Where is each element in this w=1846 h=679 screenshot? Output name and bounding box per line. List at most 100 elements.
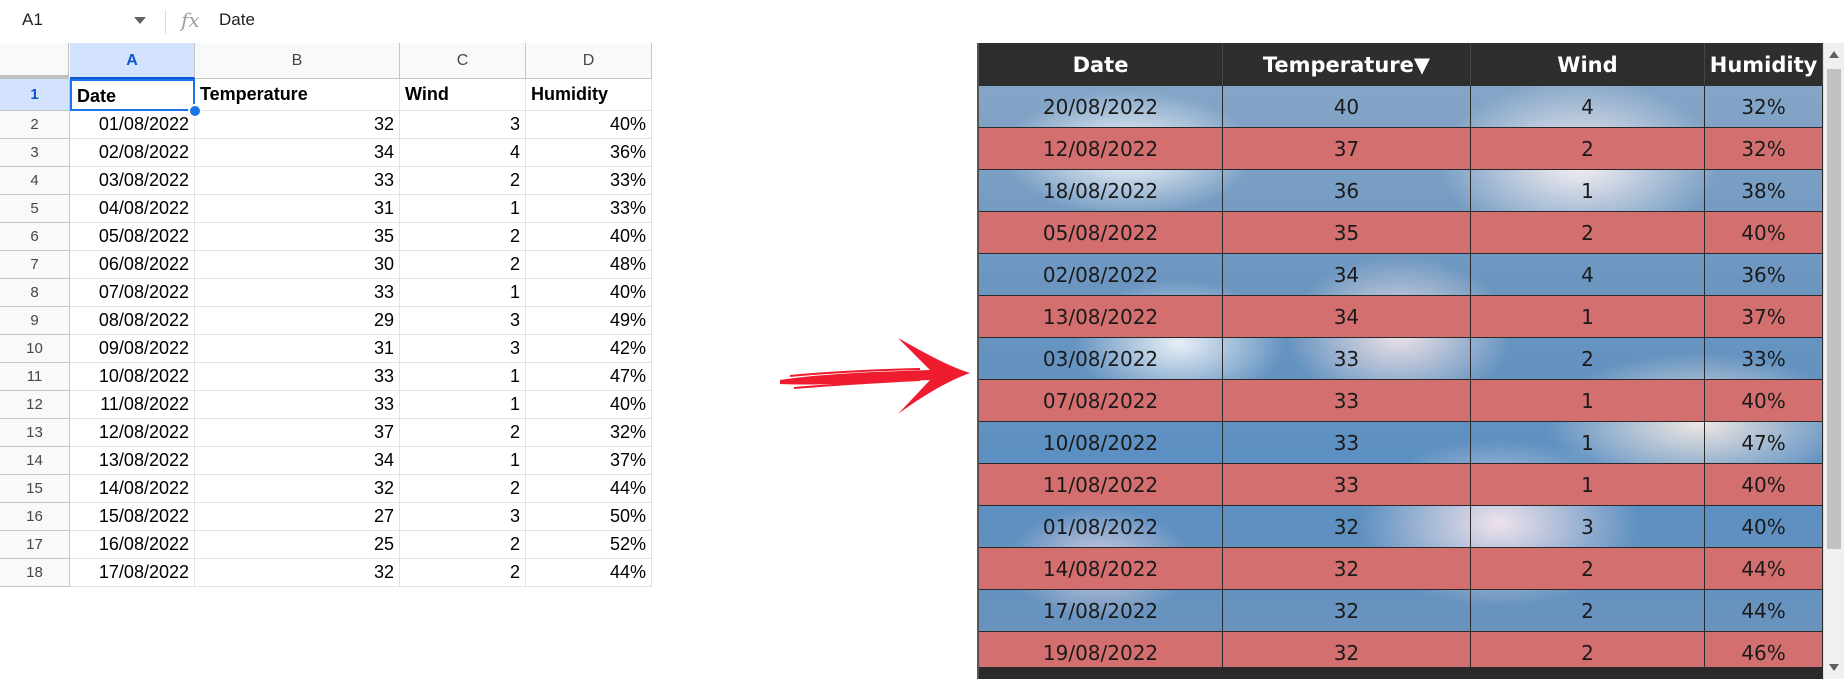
- table-cell[interactable]: 32: [195, 559, 400, 587]
- column-header-b[interactable]: B: [195, 43, 400, 79]
- row-header[interactable]: 2: [0, 111, 70, 139]
- table-cell[interactable]: 34: [195, 139, 400, 167]
- table-cell[interactable]: 02/08/2022: [70, 139, 195, 167]
- row-header[interactable]: 16: [0, 503, 70, 531]
- table-cell[interactable]: 1: [400, 195, 526, 223]
- table-cell[interactable]: 3: [400, 307, 526, 335]
- table-cell[interactable]: 33: [195, 391, 400, 419]
- table-cell[interactable]: 32: [195, 111, 400, 139]
- table-cell[interactable]: 14/08/2022: [70, 475, 195, 503]
- table-cell[interactable]: 1: [400, 363, 526, 391]
- table-cell[interactable]: 49%: [526, 307, 652, 335]
- scroll-up-icon[interactable]: [1829, 51, 1839, 58]
- table-cell[interactable]: 12/08/2022: [70, 419, 195, 447]
- table-cell[interactable]: 33%: [526, 195, 652, 223]
- table-cell[interactable]: 2: [400, 251, 526, 279]
- table-cell[interactable]: 44%: [526, 559, 652, 587]
- table-cell[interactable]: 34: [195, 447, 400, 475]
- row-header[interactable]: 18: [0, 559, 70, 587]
- table-cell[interactable]: 40%: [526, 111, 652, 139]
- fill-handle[interactable]: [188, 104, 202, 118]
- column-header-a[interactable]: A: [70, 43, 195, 79]
- header-cell[interactable]: Wind: [400, 79, 526, 111]
- header-cell[interactable]: Humidity: [526, 79, 652, 111]
- table-cell[interactable]: 17/08/2022: [70, 559, 195, 587]
- table-cell[interactable]: 15/08/2022: [70, 503, 195, 531]
- table-cell[interactable]: 36%: [526, 139, 652, 167]
- table-cell[interactable]: 1: [400, 279, 526, 307]
- table-cell[interactable]: 40%: [526, 279, 652, 307]
- scroll-down-icon[interactable]: [1829, 664, 1839, 671]
- table-cell[interactable]: 09/08/2022: [70, 335, 195, 363]
- table-cell[interactable]: 27: [195, 503, 400, 531]
- table-cell[interactable]: 2: [400, 167, 526, 195]
- row-header[interactable]: 13: [0, 419, 70, 447]
- table-cell[interactable]: 10/08/2022: [70, 363, 195, 391]
- table-cell[interactable]: 06/08/2022: [70, 251, 195, 279]
- table-cell[interactable]: 01/08/2022: [70, 111, 195, 139]
- table-cell[interactable]: 08/08/2022: [70, 307, 195, 335]
- row-header[interactable]: 9: [0, 307, 70, 335]
- table-cell[interactable]: 37%: [526, 447, 652, 475]
- table-cell[interactable]: 35: [195, 223, 400, 251]
- row-header[interactable]: 5: [0, 195, 70, 223]
- row-header[interactable]: 6: [0, 223, 70, 251]
- row-header[interactable]: 11: [0, 363, 70, 391]
- header-cell[interactable]: Date: [70, 79, 195, 111]
- styled-header-cell[interactable]: Humidity: [1704, 43, 1823, 86]
- row-header[interactable]: 12: [0, 391, 70, 419]
- column-header-d[interactable]: D: [526, 43, 652, 79]
- name-box[interactable]: A1: [22, 10, 43, 29]
- row-header[interactable]: 3: [0, 139, 70, 167]
- table-cell[interactable]: 2: [400, 419, 526, 447]
- row-header[interactable]: 17: [0, 531, 70, 559]
- column-header-c[interactable]: C: [400, 43, 526, 79]
- table-cell[interactable]: 40%: [526, 223, 652, 251]
- table-cell[interactable]: 32%: [526, 419, 652, 447]
- select-all-corner[interactable]: [0, 43, 69, 79]
- table-cell[interactable]: 47%: [526, 363, 652, 391]
- styled-header-cell[interactable]: Date: [979, 43, 1224, 86]
- table-cell[interactable]: 44%: [526, 475, 652, 503]
- styled-header-cell[interactable]: Wind: [1470, 43, 1706, 86]
- scroll-thumb[interactable]: [1827, 69, 1841, 549]
- table-cell[interactable]: 3: [400, 503, 526, 531]
- table-cell[interactable]: 48%: [526, 251, 652, 279]
- table-cell[interactable]: 13/08/2022: [70, 447, 195, 475]
- vertical-scrollbar[interactable]: [1823, 43, 1844, 679]
- table-cell[interactable]: 52%: [526, 531, 652, 559]
- row-header[interactable]: 1: [0, 79, 70, 111]
- table-cell[interactable]: 30: [195, 251, 400, 279]
- table-cell[interactable]: 2: [400, 531, 526, 559]
- table-cell[interactable]: 33: [195, 363, 400, 391]
- table-cell[interactable]: 32: [195, 475, 400, 503]
- row-header[interactable]: 7: [0, 251, 70, 279]
- table-cell[interactable]: 16/08/2022: [70, 531, 195, 559]
- table-cell[interactable]: 40%: [526, 391, 652, 419]
- table-cell[interactable]: 33: [195, 167, 400, 195]
- table-cell[interactable]: 37: [195, 419, 400, 447]
- row-header[interactable]: 10: [0, 335, 70, 363]
- table-cell[interactable]: 2: [400, 559, 526, 587]
- table-cell[interactable]: 42%: [526, 335, 652, 363]
- table-cell[interactable]: 3: [400, 111, 526, 139]
- table-cell[interactable]: 50%: [526, 503, 652, 531]
- row-header[interactable]: 4: [0, 167, 70, 195]
- header-cell[interactable]: Temperature: [195, 79, 400, 111]
- table-cell[interactable]: 33: [195, 279, 400, 307]
- table-cell[interactable]: 07/08/2022: [70, 279, 195, 307]
- table-cell[interactable]: 4: [400, 139, 526, 167]
- table-cell[interactable]: 33%: [526, 167, 652, 195]
- row-header[interactable]: 15: [0, 475, 70, 503]
- table-cell[interactable]: 31: [195, 195, 400, 223]
- table-cell[interactable]: 2: [400, 223, 526, 251]
- table-cell[interactable]: 2: [400, 475, 526, 503]
- styled-header-cell[interactable]: Temperature▼: [1222, 43, 1471, 86]
- row-header[interactable]: 14: [0, 447, 70, 475]
- table-cell[interactable]: 1: [400, 391, 526, 419]
- table-cell[interactable]: 25: [195, 531, 400, 559]
- table-cell[interactable]: 03/08/2022: [70, 167, 195, 195]
- table-cell[interactable]: 3: [400, 335, 526, 363]
- table-cell[interactable]: 1: [400, 447, 526, 475]
- table-cell[interactable]: 04/08/2022: [70, 195, 195, 223]
